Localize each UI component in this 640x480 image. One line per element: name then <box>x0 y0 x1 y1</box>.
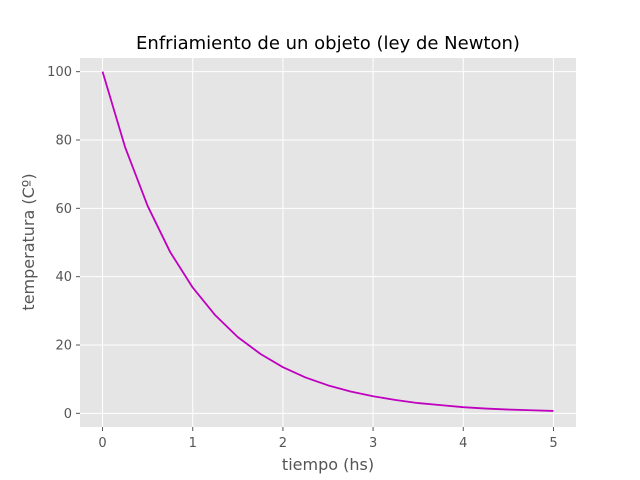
x-axis-label: tiempo (hs) <box>282 455 374 474</box>
x-tick-label: 2 <box>279 436 287 451</box>
y-tick-label: 20 <box>55 339 72 354</box>
y-tick-label: 0 <box>64 407 72 422</box>
y-tick-label: 80 <box>55 134 72 149</box>
y-axis-ticks: 0 20 40 60 80 100 <box>47 65 80 422</box>
x-tick-label: 0 <box>98 436 106 451</box>
chart-title: Enfriamiento de un objeto (ley de Newton… <box>136 33 520 54</box>
y-tick-label: 100 <box>47 65 72 80</box>
x-tick-label: 3 <box>369 436 377 451</box>
series-line <box>101 71 554 412</box>
y-tick-label: 60 <box>55 202 72 217</box>
series-group <box>101 71 554 412</box>
plot-area <box>80 58 576 427</box>
x-tick-label: 1 <box>189 436 197 451</box>
y-axis-label: temperatura (Cº) <box>19 173 38 310</box>
x-tick-label: 5 <box>549 436 557 451</box>
x-tick-label: 4 <box>459 436 467 451</box>
y-tick-label: 40 <box>55 270 72 285</box>
x-axis-ticks: 0 1 2 3 4 5 <box>98 427 558 451</box>
grid-lines <box>80 58 576 427</box>
